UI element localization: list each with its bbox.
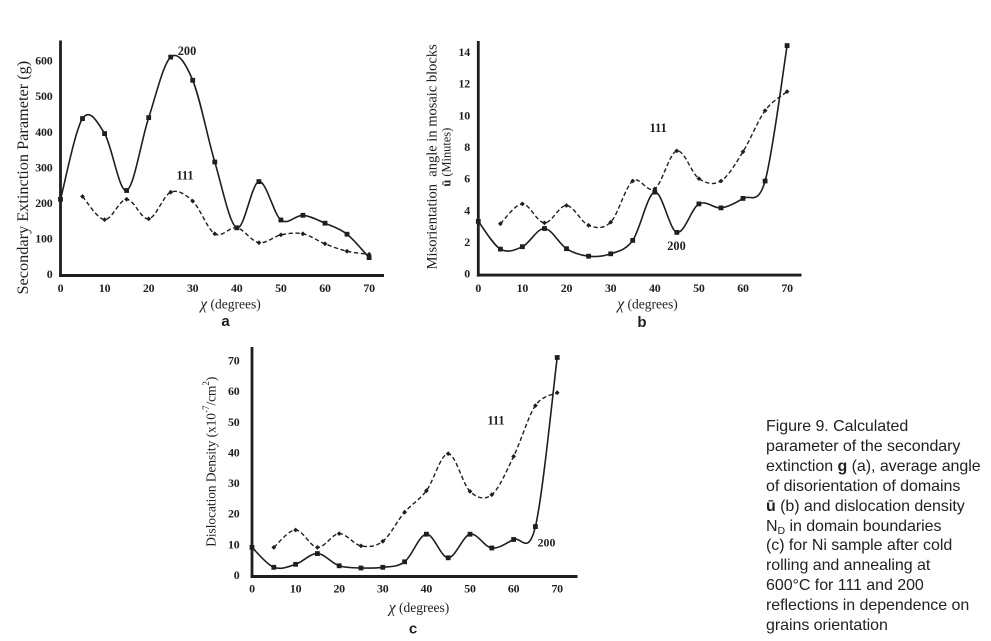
svg-text:111: 111	[176, 169, 193, 183]
svg-text:0: 0	[47, 267, 53, 281]
svg-text:70: 70	[228, 354, 240, 368]
svg-text:χ (degrees): χ (degrees)	[198, 296, 260, 313]
svg-text:50: 50	[228, 415, 240, 429]
svg-text:b: b	[637, 314, 646, 331]
svg-text:60: 60	[508, 582, 520, 596]
svg-text:20: 20	[143, 281, 155, 295]
svg-text:20: 20	[228, 507, 240, 521]
svg-text:60: 60	[319, 281, 331, 295]
svg-text:300: 300	[35, 160, 52, 174]
svg-text:20: 20	[561, 281, 573, 295]
svg-text:30: 30	[605, 281, 617, 295]
svg-text:50: 50	[275, 281, 287, 295]
svg-text:200: 200	[538, 536, 556, 550]
svg-text:70: 70	[551, 582, 563, 596]
svg-text:Misorientation angle in mosai: Misorientation angle in mosaic blocks	[425, 44, 441, 269]
svg-text:10: 10	[459, 108, 471, 122]
svg-text:600: 600	[35, 54, 52, 68]
svg-text:500: 500	[35, 89, 52, 103]
svg-text:4: 4	[464, 203, 470, 217]
svg-text:0: 0	[475, 281, 481, 295]
svg-text:30: 30	[228, 476, 240, 490]
svg-text:10: 10	[290, 582, 302, 596]
svg-text:10: 10	[99, 281, 111, 295]
svg-text:χ (degrees): χ (degrees)	[387, 599, 449, 616]
svg-text:40: 40	[421, 582, 433, 596]
svg-text:0: 0	[249, 582, 255, 596]
svg-text:50: 50	[464, 582, 476, 596]
svg-text:100: 100	[35, 231, 52, 245]
svg-text:40: 40	[231, 281, 243, 295]
svg-text:0: 0	[58, 281, 64, 295]
svg-text:200: 200	[35, 196, 52, 210]
svg-text:50: 50	[693, 281, 705, 295]
svg-text:0: 0	[234, 568, 240, 582]
svg-text:20: 20	[333, 582, 345, 596]
svg-text:Dislocation Density (x10-7/cm2: Dislocation Density (x10-7/cm2)	[201, 377, 219, 547]
svg-text:ū (Minutes): ū (Minutes)	[440, 128, 454, 187]
svg-text:12: 12	[459, 77, 471, 91]
svg-text:60: 60	[737, 281, 749, 295]
svg-text:0: 0	[464, 267, 470, 281]
svg-text:14: 14	[459, 45, 471, 59]
svg-text:70: 70	[781, 281, 793, 295]
svg-text:8: 8	[464, 140, 470, 154]
svg-text:30: 30	[377, 582, 389, 596]
svg-text:400: 400	[35, 125, 52, 139]
svg-text:111: 111	[487, 414, 504, 428]
svg-text:6: 6	[464, 172, 470, 186]
svg-text:200: 200	[178, 44, 196, 58]
svg-text:111: 111	[650, 121, 667, 135]
svg-text:a: a	[221, 313, 230, 330]
svg-text:60: 60	[228, 384, 240, 398]
svg-text:χ (degrees): χ (degrees)	[615, 296, 677, 313]
svg-text:30: 30	[187, 281, 199, 295]
svg-text:c: c	[409, 621, 417, 638]
svg-text:70: 70	[363, 281, 375, 295]
svg-text:2: 2	[464, 235, 470, 249]
svg-text:Secondary Extinction Parameter: Secondary Extinction Parameter (g)	[13, 61, 32, 295]
svg-text:40: 40	[649, 281, 661, 295]
svg-text:10: 10	[517, 281, 529, 295]
svg-text:200: 200	[667, 239, 685, 253]
svg-text:40: 40	[228, 445, 240, 459]
svg-text:10: 10	[228, 537, 240, 551]
